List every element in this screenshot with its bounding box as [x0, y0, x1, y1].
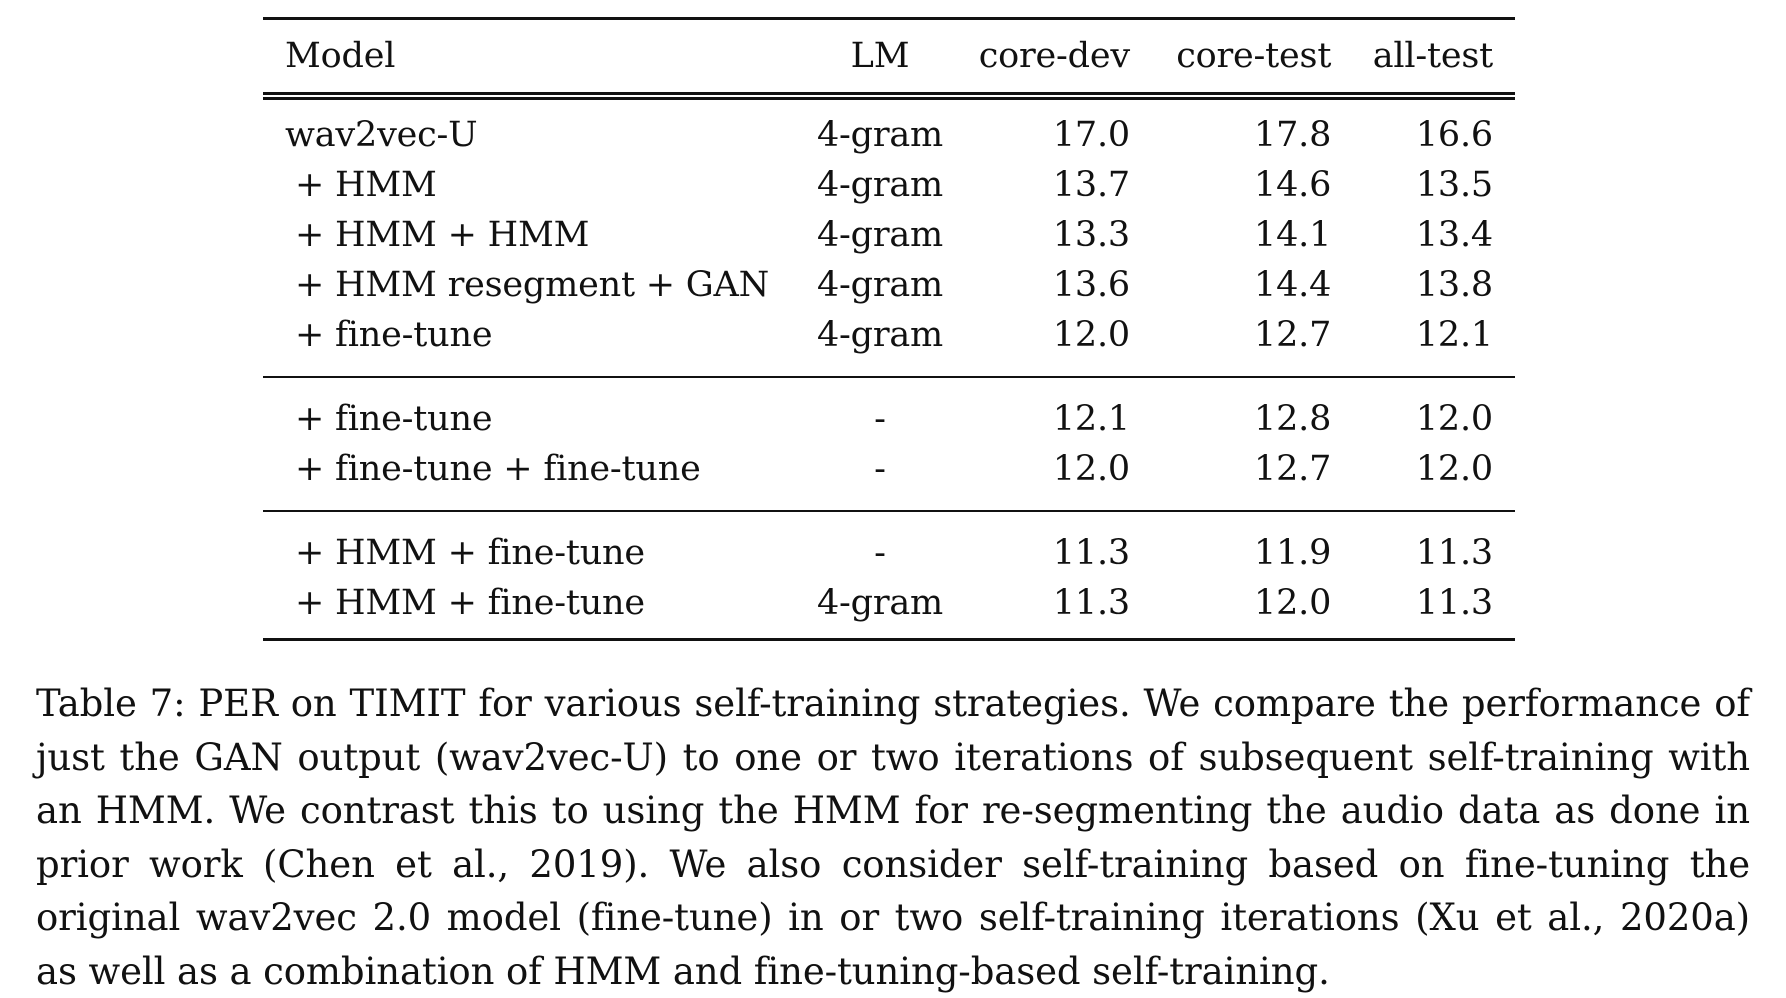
cell-all-test: 11.3: [1353, 510, 1515, 578]
table-row: + HMM + HMM 4-gram 13.3 14.1 13.4: [263, 210, 1515, 260]
table-group-fine-tune: + fine-tune - 12.1 12.8 12.0 + fine-tune…: [263, 376, 1515, 511]
cell-core-dev: 11.3: [955, 510, 1152, 578]
table-row: + HMM + fine-tune 4-gram 11.3 12.0 11.3: [263, 578, 1515, 641]
cell-lm: 4-gram: [816, 215, 944, 255]
table-group-gan-hmm: wav2vec-U 4-gram 17.0 17.8 16.6 + HMM 4-…: [263, 96, 1515, 377]
table-row: + fine-tune + fine-tune - 12.0 12.7 12.0: [263, 444, 1515, 511]
cell-all-test: 12.1: [1415, 315, 1493, 355]
cell-all-test: 16.6: [1415, 115, 1493, 155]
cell-lm: -: [874, 449, 886, 489]
results-table: Model LM core-dev core-test all-test wav…: [263, 17, 1515, 641]
cell-lm: 4-gram: [805, 578, 955, 641]
table-group-hmm-fine-tune: + HMM + fine-tune - 11.3 11.9 11.3 + HMM…: [263, 510, 1515, 641]
cell-all-test: 12.0: [1415, 449, 1493, 489]
cell-model: + fine-tune: [295, 399, 493, 439]
cell-core-dev: 12.1: [955, 376, 1152, 444]
cell-model: + HMM + HMM: [295, 215, 590, 255]
cell-all-test: 11.3: [1353, 578, 1515, 641]
cell-core-test: 12.8: [1151, 376, 1354, 444]
cell-lm: -: [805, 376, 955, 444]
cell-lm: -: [805, 510, 955, 578]
table-row: + HMM resegment + GAN 4-gram 13.6 14.4 1…: [263, 260, 1515, 310]
table-row: + HMM 4-gram 13.7 14.6 13.5: [263, 160, 1515, 210]
cell-core-test: 11.9: [1151, 510, 1354, 578]
cell-core-test: 17.8: [1254, 115, 1332, 155]
cell-core-dev: 13.6: [1052, 265, 1130, 305]
cell-core-test: 14.6: [1254, 165, 1332, 205]
table-row: + fine-tune - 12.1 12.8 12.0: [263, 376, 1515, 444]
cell-all-test: 13.5: [1415, 165, 1493, 205]
cell-all-test: 12.0: [1353, 376, 1515, 444]
table-header-row: Model LM core-dev core-test all-test: [263, 17, 1515, 100]
cell-lm: 4-gram: [816, 315, 944, 355]
cell-core-test: 14.1: [1254, 215, 1332, 255]
table-row: + fine-tune 4-gram 12.0 12.7 12.1: [263, 310, 1515, 377]
cell-model: + fine-tune + fine-tune: [295, 449, 701, 489]
cell-model: + fine-tune: [295, 315, 493, 355]
cell-lm: 4-gram: [816, 265, 944, 305]
table-row: wav2vec-U 4-gram 17.0 17.8 16.6: [263, 96, 1515, 160]
header-model: Model: [263, 17, 805, 100]
cell-model: + HMM: [295, 165, 437, 205]
cell-model: + HMM resegment + GAN: [295, 265, 770, 305]
cell-core-dev: 13.3: [1052, 215, 1130, 255]
header-lm: LM: [805, 17, 955, 100]
table-row: + HMM + fine-tune - 11.3 11.9 11.3: [263, 510, 1515, 578]
cell-core-test: 12.0: [1151, 578, 1354, 641]
header-core-test: core-test: [1151, 17, 1354, 100]
cell-core-dev: 12.0: [1052, 449, 1130, 489]
cell-lm: 4-gram: [816, 165, 944, 205]
cell-core-test: 14.4: [1254, 265, 1332, 305]
cell-core-dev: 17.0: [1052, 115, 1130, 155]
header-all-test: all-test: [1353, 17, 1515, 100]
table-caption: Table 7: PER on TIMIT for various self-t…: [36, 682, 1750, 993]
header-core-dev: core-dev: [955, 17, 1152, 100]
results-table-container: Model LM core-dev core-test all-test wav…: [263, 17, 1515, 641]
cell-all-test: 13.4: [1415, 215, 1493, 255]
cell-core-dev: 13.7: [1052, 165, 1130, 205]
cell-model: + HMM + fine-tune: [295, 583, 645, 623]
cell-model: + HMM + fine-tune: [295, 533, 645, 573]
cell-core-dev: 12.0: [1052, 315, 1130, 355]
cell-lm: 4-gram: [816, 115, 944, 155]
cell-core-test: 12.7: [1254, 449, 1332, 489]
cell-all-test: 13.8: [1415, 265, 1493, 305]
cell-core-dev: 11.3: [955, 578, 1152, 641]
cell-core-test: 12.7: [1254, 315, 1332, 355]
cell-model: wav2vec-U: [285, 115, 478, 155]
